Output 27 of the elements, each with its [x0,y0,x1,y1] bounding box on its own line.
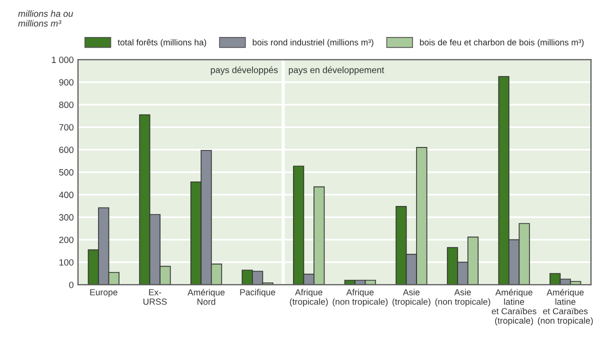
x-tick-label: Ex- URSS [143,289,167,305]
x-tick-label: Amérique Nord [188,288,225,305]
y-tick-label: 1 000 [52,56,74,64]
x-tick-label: Asie (non tropicale) [435,288,490,306]
y-tick-label: 300 [59,214,74,221]
annotation: pays en développement [288,66,384,75]
y-tick-label: 100 [59,259,74,266]
legend-label: bois rond industriel (millions m³) [252,39,374,48]
x-tick-label: Afrique (non tropicale) [332,288,388,306]
x-tick-label: Asie (tropicale) [392,288,430,306]
y-tick-label: 900 [59,79,74,86]
legend-label: total forêts (millions ha) [118,39,206,48]
y-tick-label: 400 [58,192,74,198]
y-tick-label: 500 [59,169,74,176]
x-tick-label: Amérique latine et Caraïbes (tropicale) [492,288,536,326]
y-tick-label: 200 [59,236,74,244]
legend-label: bois de feu et charbon de bois (millions m³) [420,39,584,48]
x-tick-label: Pacifique [240,288,276,298]
annotation: pays développés [210,66,278,75]
y-tick-label: 600 [59,146,74,154]
y-axis-title: millions ha ou millions m³ [18,10,74,27]
x-tick-label: Amérique latine et Caraïbes (non tropicale) [538,288,593,326]
x-tick-label: Afrique (tropicale) [290,288,328,306]
y-tick-label: 800 [59,102,74,108]
y-tick-label: 700 [59,124,74,131]
x-tick-label: Europe [90,289,118,298]
y-tick-label: 0 [69,282,74,288]
